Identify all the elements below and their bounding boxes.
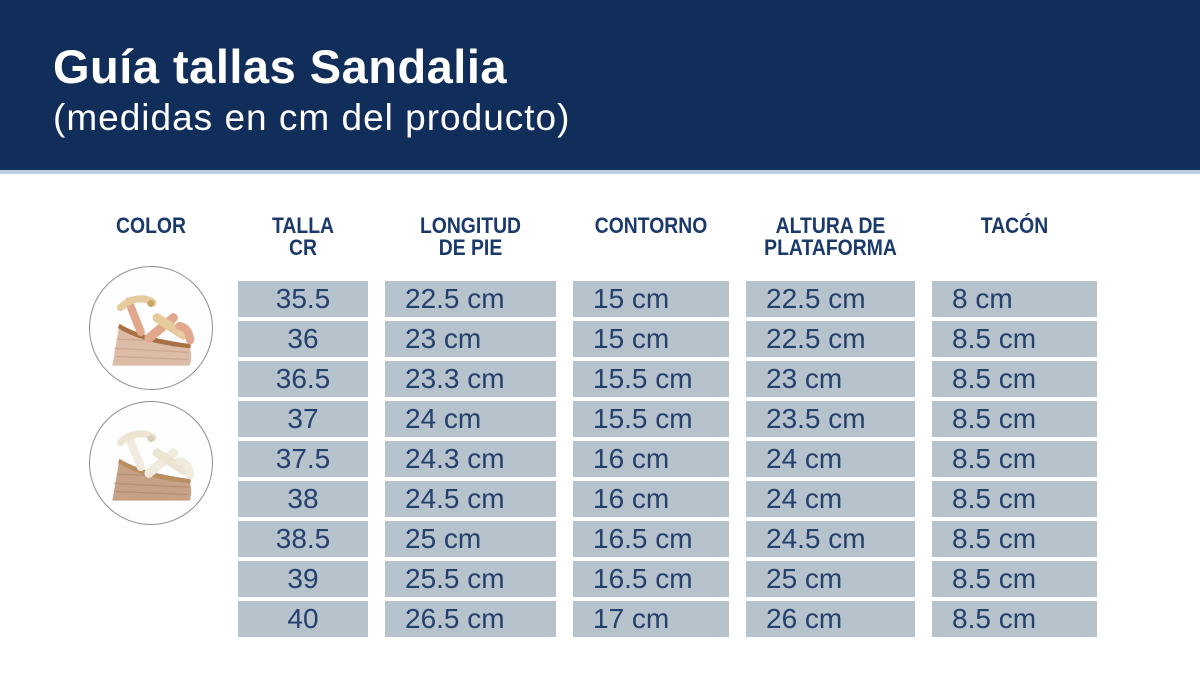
cell-talla: 36 bbox=[238, 321, 368, 357]
cell-tacon: 8.5 cm bbox=[932, 441, 1097, 477]
cell-longitud: 22.5 cm bbox=[385, 281, 556, 317]
cell-tacon: 8.5 cm bbox=[932, 481, 1097, 517]
cell-contorno: 17 cm bbox=[573, 601, 729, 637]
cell-tacon: 8.5 cm bbox=[932, 601, 1097, 637]
column-header-tacon: TACÓN bbox=[932, 215, 1097, 259]
cell-contorno: 16 cm bbox=[573, 481, 729, 517]
column-header-color: COLOR bbox=[85, 215, 217, 237]
cell-altura: 24 cm bbox=[746, 481, 915, 517]
cell-contorno: 16.5 cm bbox=[573, 521, 729, 557]
cell-talla: 38.5 bbox=[238, 521, 368, 557]
cell-contorno: 15 cm bbox=[573, 321, 729, 357]
page-subtitle: (medidas en cm del producto) bbox=[53, 97, 571, 139]
cell-altura: 26 cm bbox=[746, 601, 915, 637]
cell-talla: 36.5 bbox=[238, 361, 368, 397]
header-line: CR bbox=[289, 235, 317, 260]
table-header-row: TALLA CR LONGITUD DE PIE CONTORNO ALTURA… bbox=[238, 215, 1097, 259]
cell-altura: 25 cm bbox=[746, 561, 915, 597]
header-line: TACÓN bbox=[980, 213, 1049, 238]
cell-longitud: 24.3 cm bbox=[385, 441, 556, 477]
cell-altura: 23 cm bbox=[746, 361, 915, 397]
page-title: Guía tallas Sandalia bbox=[53, 40, 508, 93]
cell-contorno: 16 cm bbox=[573, 441, 729, 477]
header-line: LONGITUD bbox=[419, 213, 522, 238]
cell-tacon: 8 cm bbox=[932, 281, 1097, 317]
white-wedge-sandal-icon bbox=[112, 430, 195, 501]
column-header-contorno: CONTORNO bbox=[573, 215, 729, 259]
cell-contorno: 15.5 cm bbox=[573, 401, 729, 437]
header-line: DE PIE bbox=[438, 235, 503, 260]
cell-altura: 24 cm bbox=[746, 441, 915, 477]
cell-altura: 23.5 cm bbox=[746, 401, 915, 437]
cell-talla: 35.5 bbox=[238, 281, 368, 317]
cell-longitud: 25.5 cm bbox=[385, 561, 556, 597]
cell-talla: 38 bbox=[238, 481, 368, 517]
cell-longitud: 23 cm bbox=[385, 321, 556, 357]
sandal-photo-rose-gold bbox=[89, 266, 213, 390]
cell-talla: 39 bbox=[238, 561, 368, 597]
cell-altura: 22.5 cm bbox=[746, 281, 915, 317]
brand-banner: Guía tallas Sandalia (medidas en cm del … bbox=[0, 0, 1200, 174]
sandal-photo-white bbox=[89, 401, 213, 525]
header-line: TALLA bbox=[271, 213, 335, 238]
cell-tacon: 8.5 cm bbox=[932, 361, 1097, 397]
cell-tacon: 8.5 cm bbox=[932, 321, 1097, 357]
column-header-color-label: COLOR bbox=[116, 213, 186, 238]
cell-longitud: 24 cm bbox=[385, 401, 556, 437]
cell-contorno: 16.5 cm bbox=[573, 561, 729, 597]
cell-longitud: 25 cm bbox=[385, 521, 556, 557]
size-table: 35.5 22.5 cm 15 cm 22.5 cm 8 cm 36 23 cm… bbox=[238, 281, 1097, 637]
cell-tacon: 8.5 cm bbox=[932, 401, 1097, 437]
header-line: ALTURA DE bbox=[775, 213, 886, 238]
header-line: PLATAFORMA bbox=[764, 235, 897, 260]
cell-tacon: 8.5 cm bbox=[932, 521, 1097, 557]
cell-contorno: 15.5 cm bbox=[573, 361, 729, 397]
cell-contorno: 15 cm bbox=[573, 281, 729, 317]
column-header-talla-cr: TALLA CR bbox=[238, 215, 368, 259]
cell-altura: 24.5 cm bbox=[746, 521, 915, 557]
header-line: CONTORNO bbox=[594, 213, 708, 238]
cell-longitud: 24.5 cm bbox=[385, 481, 556, 517]
cell-longitud: 26.5 cm bbox=[385, 601, 556, 637]
column-header-longitud-de-pie: LONGITUD DE PIE bbox=[385, 215, 556, 259]
cell-talla: 37 bbox=[238, 401, 368, 437]
column-header-altura-de-plataforma: ALTURA DE PLATAFORMA bbox=[746, 215, 915, 259]
cell-talla: 40 bbox=[238, 601, 368, 637]
cell-talla: 37.5 bbox=[238, 441, 368, 477]
cell-tacon: 8.5 cm bbox=[932, 561, 1097, 597]
cell-altura: 22.5 cm bbox=[746, 321, 915, 357]
cell-longitud: 23.3 cm bbox=[385, 361, 556, 397]
rose-gold-wedge-sandal-icon bbox=[112, 295, 195, 366]
